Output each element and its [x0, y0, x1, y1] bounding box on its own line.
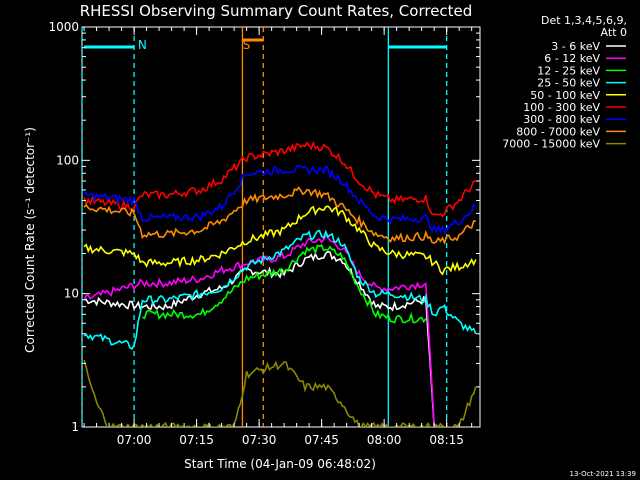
legend-label: 300 - 800 keV — [523, 113, 600, 126]
footer-timestamp: 13-Oct-2021 13:39 — [570, 470, 636, 478]
legend-label: 3 - 6 keV — [551, 40, 600, 53]
annotation-n: N — [138, 38, 147, 52]
legend-label: 12 - 25 keV — [537, 64, 600, 77]
legend-header: Det 1,3,4,5,6,9, — [541, 14, 627, 27]
series-group — [83, 140, 477, 427]
x-axis: 07:00 07:15 07:30 07:45 08:00 08:15 — [83, 27, 473, 447]
legend-label: 25 - 50 keV — [537, 77, 600, 90]
series-line — [83, 205, 477, 276]
x-tick-label: 07:15 — [179, 433, 214, 447]
x-axis-label: Start Time (04-Jan-09 06:48:02) — [184, 457, 376, 471]
y-axis-label: Corrected Count Rate (s⁻¹ detector⁻¹) — [23, 127, 37, 353]
series-line — [83, 250, 435, 427]
series-line — [141, 243, 427, 324]
series-line — [83, 359, 477, 427]
y-tick-label: 10 — [64, 287, 79, 301]
series-line — [83, 229, 477, 350]
legend-label: 50 - 100 keV — [530, 89, 600, 102]
x-tick-label: 07:45 — [304, 433, 339, 447]
annotation-s: S — [243, 38, 251, 52]
legend-header: Att 0 — [601, 26, 627, 39]
y-tick-label: 100 — [56, 153, 79, 167]
series-line — [83, 140, 476, 218]
x-tick-label: 08:00 — [367, 433, 402, 447]
legend-label: 800 - 7000 keV — [516, 125, 600, 138]
x-tick-label: 07:00 — [117, 433, 152, 447]
x-tick-label: 07:30 — [242, 433, 277, 447]
chart-title: RHESSI Observing Summary Count Rates, Co… — [80, 2, 473, 20]
y-axis: 1 10 100 1000 — [48, 20, 480, 434]
legend-label: 6 - 12 keV — [544, 52, 600, 65]
series-line — [83, 186, 476, 245]
x-tick-label: 08:15 — [429, 433, 464, 447]
series-line — [83, 164, 477, 236]
y-tick-label: 1000 — [48, 20, 79, 34]
plot-frame — [81, 26, 481, 428]
series-line — [83, 234, 435, 427]
legend-label: 100 - 300 keV — [523, 101, 600, 114]
legend-label: 7000 - 15000 keV — [502, 138, 600, 151]
y-tick-label: 1 — [71, 420, 79, 434]
